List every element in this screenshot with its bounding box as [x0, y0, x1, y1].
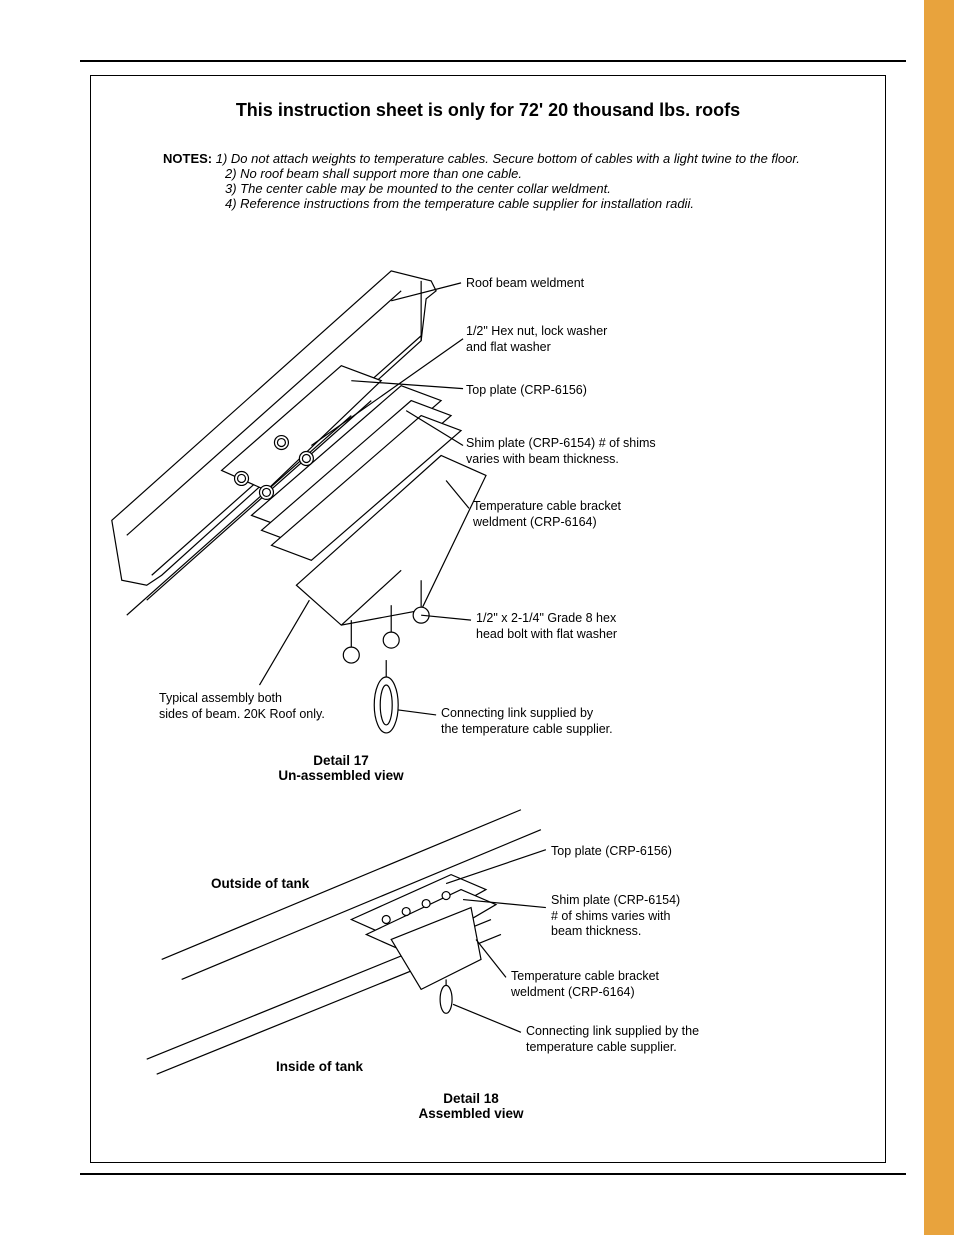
typical-l2: sides of beam. 20K Roof only. — [159, 707, 325, 721]
callout-roof-beam: Roof beam weldment — [466, 276, 584, 292]
callout-shim-17: Shim plate (CRP-6154) # of shims varies … — [466, 436, 656, 467]
detail18-caption-l2: Assembled view — [418, 1106, 523, 1121]
bracket-18-l1: Temperature cable bracket — [511, 969, 659, 983]
note-3: 3) The center cable may be mounted to th… — [225, 181, 865, 196]
shim-18-l3: beam thickness. — [551, 924, 641, 938]
callout-bracket-17: Temperature cable bracket weldment (CRP-… — [473, 499, 621, 530]
top-rule — [80, 60, 906, 62]
callout-link-18: Connecting link supplied by the temperat… — [526, 1024, 699, 1055]
note-4: 4) Reference instructions from the tempe… — [225, 196, 865, 211]
notes-block: NOTES: 1) Do not attach weights to tempe… — [163, 151, 865, 211]
bracket-17-l1: Temperature cable bracket — [473, 499, 621, 513]
inside-of-tank: Inside of tank — [276, 1059, 416, 1074]
bracket-18-l2: weldment (CRP-6164) — [511, 985, 635, 999]
sidebar — [924, 0, 954, 1235]
page-title: This instruction sheet is only for 72' 2… — [91, 100, 885, 121]
typical-l1: Typical assembly both — [159, 691, 282, 705]
detail17-caption-l2: Un-assembled view — [278, 768, 403, 783]
detail18-caption-l1: Detail 18 — [443, 1091, 499, 1106]
shim-18-l2: # of shims varies with — [551, 909, 670, 923]
hex-nut-l1: 1/2" Hex nut, lock washer — [466, 324, 607, 338]
hex-nut-l2: and flat washer — [466, 340, 551, 354]
shim-17-l1: Shim plate (CRP-6154) # of shims — [466, 436, 656, 450]
bolt-l2: head bolt with flat washer — [476, 627, 617, 641]
bracket-17-l2: weldment (CRP-6164) — [473, 515, 597, 529]
callout-link-17: Connecting link supplied by the temperat… — [441, 706, 613, 737]
detail17-caption: Detail 17 Un-assembled view — [241, 753, 441, 783]
callout-bolt: 1/2" x 2-1/4" Grade 8 hex head bolt with… — [476, 611, 617, 642]
note-2: 2) No roof beam shall support more than … — [225, 166, 865, 181]
link-18-l2: temperature cable supplier. — [526, 1040, 677, 1054]
bolt-l1: 1/2" x 2-1/4" Grade 8 hex — [476, 611, 616, 625]
diagram-area: Roof beam weldment 1/2" Hex nut, lock wa… — [91, 221, 885, 1162]
detail17-caption-l1: Detail 17 — [313, 753, 369, 768]
callout-shim-18: Shim plate (CRP-6154) # of shims varies … — [551, 893, 680, 940]
shim-18-l1: Shim plate (CRP-6154) — [551, 893, 680, 907]
link-18-l1: Connecting link supplied by the — [526, 1024, 699, 1038]
outside-of-tank: Outside of tank — [211, 876, 351, 891]
callout-typical: Typical assembly both sides of beam. 20K… — [159, 691, 325, 722]
page-frame: This instruction sheet is only for 72' 2… — [90, 75, 886, 1163]
notes-label: NOTES: — [163, 151, 212, 166]
link-17-l2: the temperature cable supplier. — [441, 722, 613, 736]
link-17-l1: Connecting link supplied by — [441, 706, 593, 720]
callout-top-plate-17: Top plate (CRP-6156) — [466, 383, 587, 399]
detail18-caption: Detail 18 Assembled view — [371, 1091, 571, 1121]
note-1: 1) Do not attach weights to temperature … — [216, 151, 800, 166]
shim-17-l2: varies with beam thickness. — [466, 452, 619, 466]
callout-top-plate-18: Top plate (CRP-6156) — [551, 844, 672, 860]
callout-bracket-18: Temperature cable bracket weldment (CRP-… — [511, 969, 659, 1000]
callout-hex-nut: 1/2" Hex nut, lock washer and flat washe… — [466, 324, 607, 355]
bottom-rule — [80, 1173, 906, 1175]
